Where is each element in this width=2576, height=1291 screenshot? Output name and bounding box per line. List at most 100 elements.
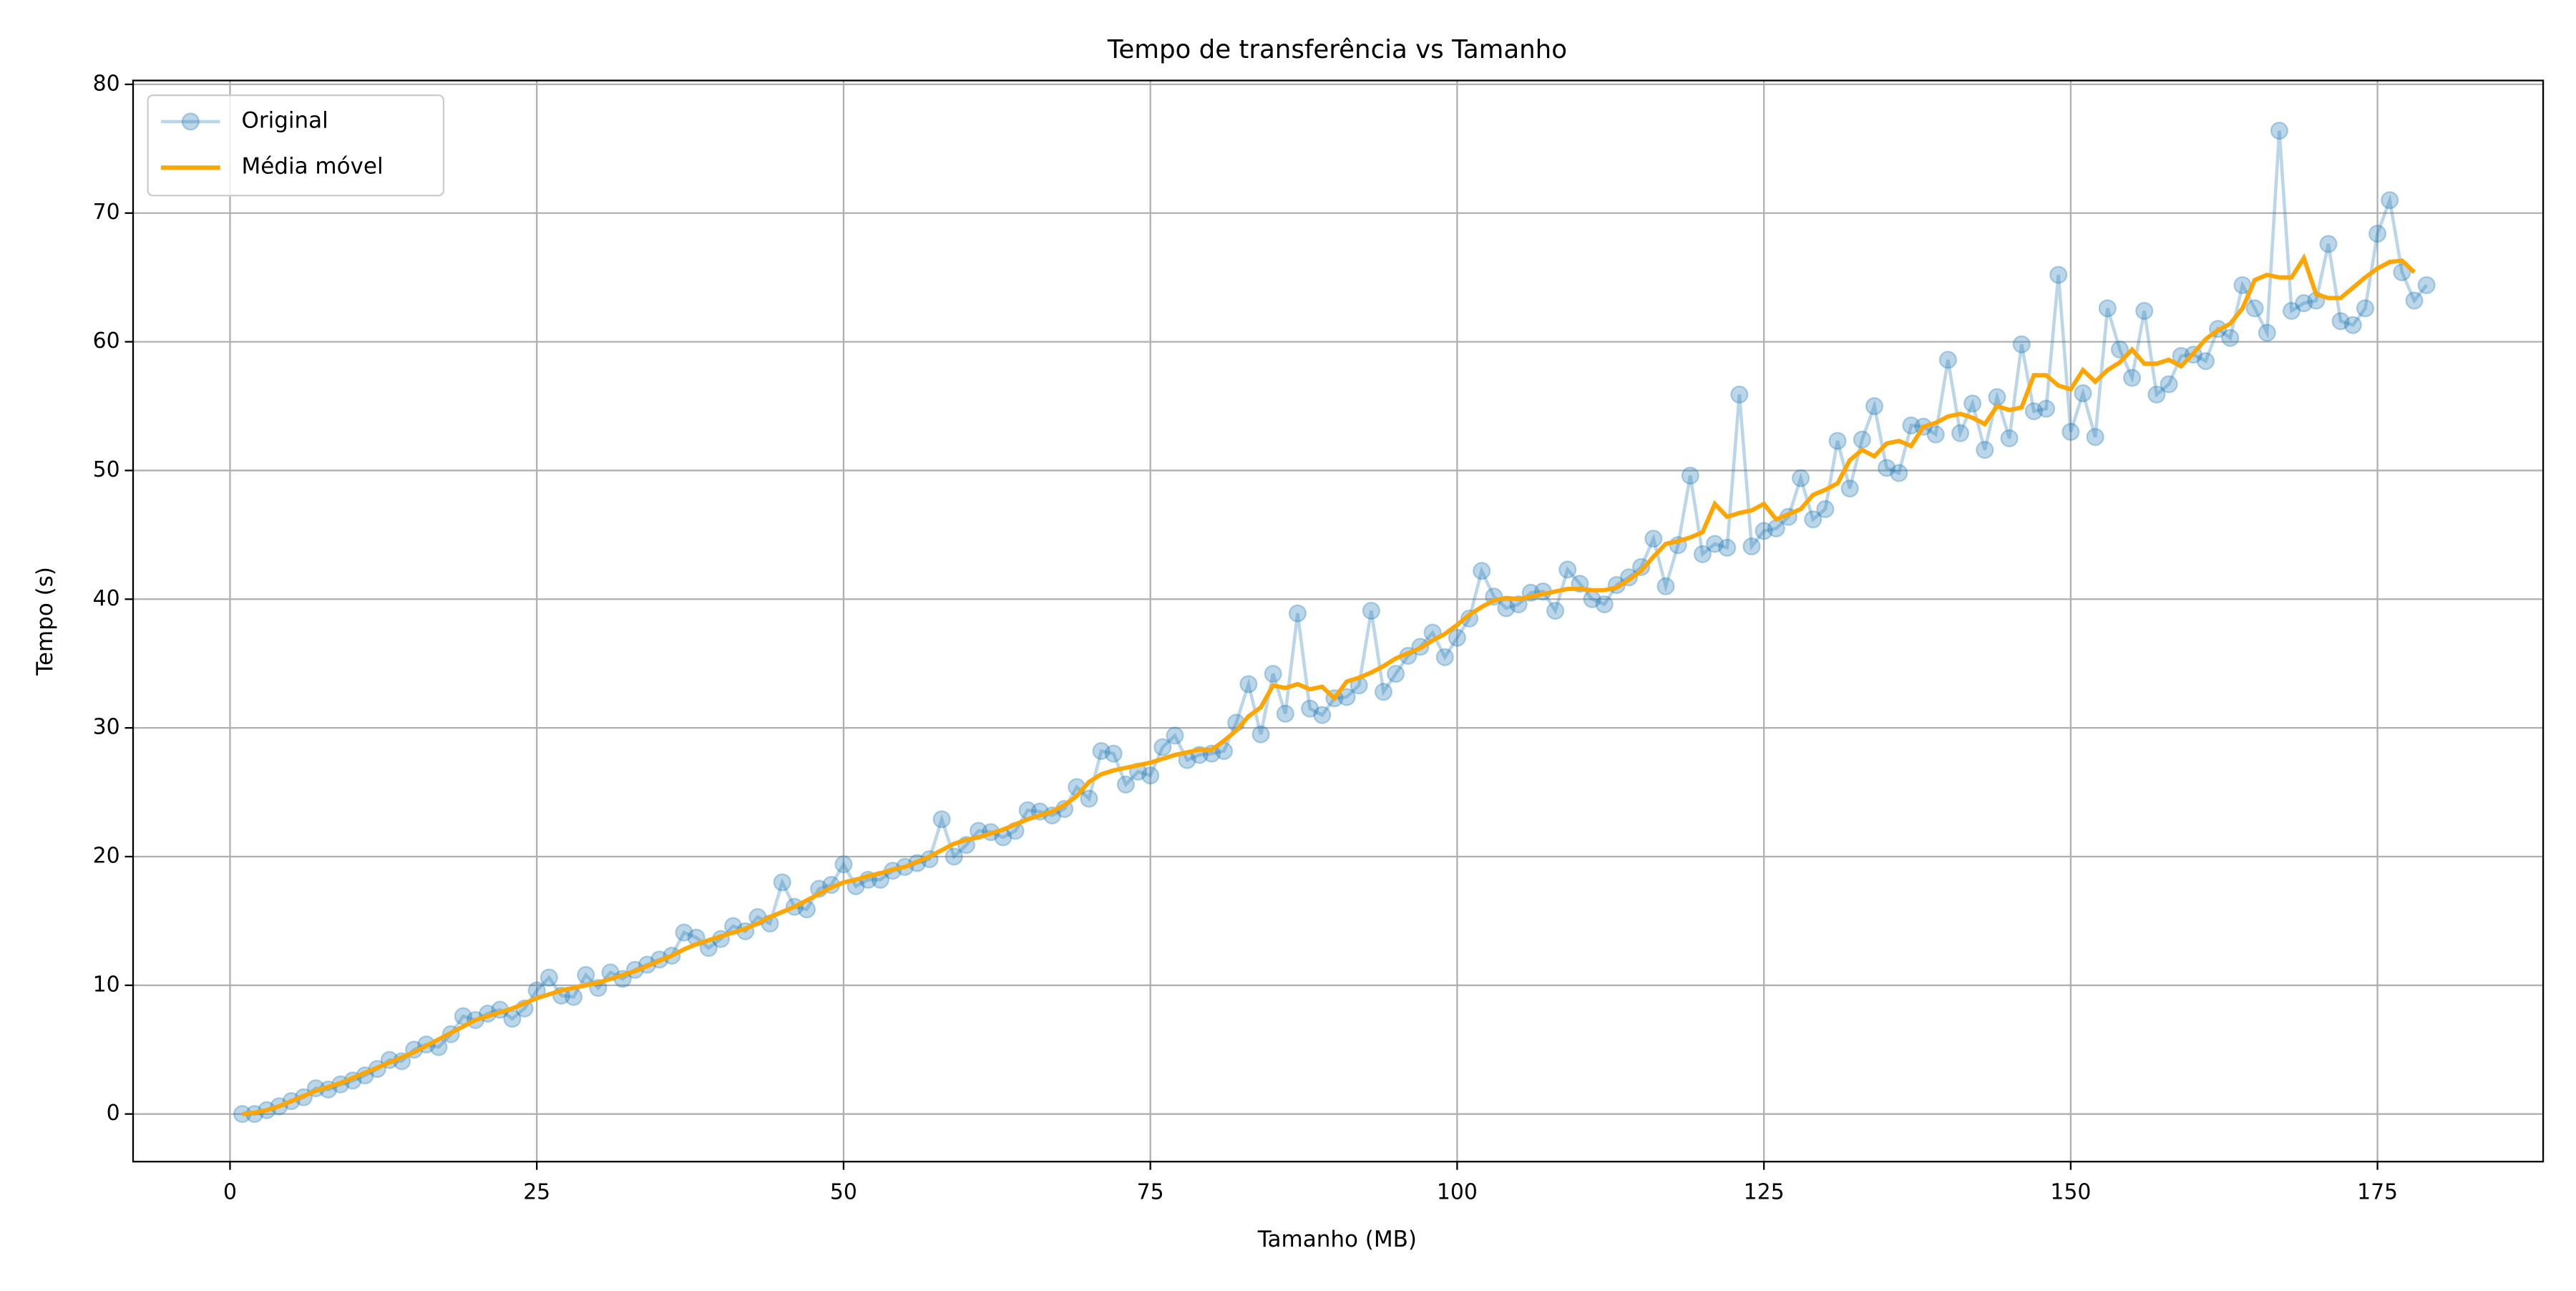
y-axis-label: Tempo (s): [32, 567, 58, 676]
data-point: [1264, 664, 1282, 683]
data-point: [2098, 299, 2117, 318]
x-axis-label: Tamanho (MB): [1257, 1227, 1417, 1252]
data-point: [1865, 396, 1884, 416]
legend: Original Média móvel: [147, 94, 445, 197]
data-point: [1362, 601, 1380, 620]
data-point: [1276, 704, 1294, 723]
data-point: [2036, 399, 2056, 418]
data-point: [1166, 726, 1184, 745]
y-tick-label: 0: [107, 1101, 120, 1126]
data-point: [1252, 725, 1270, 744]
data-point: [1853, 430, 1871, 449]
data-point: [1693, 545, 1712, 563]
data-point: [2245, 299, 2264, 318]
x-tick-label: 50: [830, 1179, 857, 1204]
data-point: [2049, 265, 2068, 284]
data-point: [1337, 688, 1356, 706]
data-point: [2393, 263, 2411, 282]
chart-title: Tempo de transferência vs Tamanho: [1107, 35, 1567, 64]
series-line: [242, 253, 2416, 1116]
data-point: [1116, 775, 1135, 794]
data-point: [2110, 340, 2129, 359]
data-point: [1840, 479, 1859, 498]
data-point: [1092, 741, 1111, 761]
legend-marker: [181, 112, 200, 131]
data-point: [1742, 537, 1761, 556]
data-point: [1546, 601, 1565, 620]
data-point: [2196, 351, 2215, 371]
data-point: [1791, 469, 1810, 487]
data-point: [2282, 301, 2301, 321]
data-point: [1374, 683, 1393, 701]
y-tick-label: 10: [93, 972, 120, 997]
data-point: [2221, 328, 2240, 347]
data-point: [2135, 301, 2154, 321]
data-point: [1141, 766, 1160, 785]
data-point: [2024, 402, 2044, 421]
legend-box: [147, 94, 445, 197]
data-point: [2405, 291, 2424, 310]
data-point: [1755, 522, 1773, 540]
data-point: [675, 923, 693, 942]
legend-label: Original: [242, 107, 328, 133]
x-tick-label: 150: [2050, 1179, 2091, 1204]
x-tick-label: 75: [1137, 1179, 1164, 1204]
data-point: [2086, 428, 2104, 447]
data-point: [1963, 394, 1982, 413]
data-point: [1448, 628, 1467, 647]
series-line: [242, 130, 2428, 1116]
data-point: [2319, 235, 2338, 253]
data-point: [2368, 224, 2387, 243]
y-tick-label: 80: [93, 71, 120, 96]
data-point: [773, 873, 791, 892]
data-point: [1288, 604, 1307, 623]
data-point: [2122, 369, 2142, 387]
data-point: [1644, 530, 1663, 548]
data-point: [1828, 432, 1847, 450]
y-tick-label: 50: [93, 457, 120, 482]
data-point: [1951, 424, 1970, 442]
data-point: [2160, 375, 2178, 394]
y-tick-label: 20: [93, 843, 120, 868]
x-tick-label: 25: [523, 1179, 550, 1204]
data-point: [1657, 577, 1675, 595]
data-point: [577, 965, 595, 985]
data-point: [1104, 744, 1123, 763]
data-point: [932, 810, 951, 829]
data-point: [1877, 459, 1896, 477]
data-point: [1705, 535, 1724, 553]
data-point: [1313, 706, 1332, 724]
data-point: [1890, 464, 1908, 482]
data-point: [2295, 294, 2313, 313]
data-point: [1473, 562, 1491, 580]
y-tick-label: 60: [93, 328, 120, 354]
data-point: [2074, 384, 2092, 403]
data-point: [2381, 191, 2399, 210]
data-point: [1300, 699, 1319, 718]
data-point: [2331, 312, 2350, 331]
x-tick-label: 125: [1744, 1179, 1785, 1204]
y-tick-label: 30: [93, 715, 120, 740]
data-point: [1558, 560, 1577, 579]
data-point: [2343, 316, 2362, 334]
data-point: [2270, 122, 2289, 140]
x-tick-label: 0: [223, 1179, 237, 1204]
data-point: [1988, 388, 2006, 406]
data-point: [1938, 351, 1957, 369]
data-point: [1080, 789, 1098, 808]
y-tick-label: 70: [93, 200, 120, 225]
data-point: [2356, 299, 2375, 318]
data-point: [2000, 429, 2019, 448]
data-point: [1816, 500, 1835, 519]
data-point: [1976, 441, 1994, 459]
data-point: [1595, 595, 1614, 614]
data-point: [2258, 323, 2276, 342]
data-point: [1153, 738, 1172, 756]
legend-label: Média móvel: [242, 154, 384, 180]
data-point: [1386, 664, 1405, 683]
y-tick-label: 40: [93, 586, 120, 611]
data-point: [2417, 276, 2436, 295]
data-point: [1730, 385, 1749, 404]
data-point: [1681, 467, 1699, 485]
